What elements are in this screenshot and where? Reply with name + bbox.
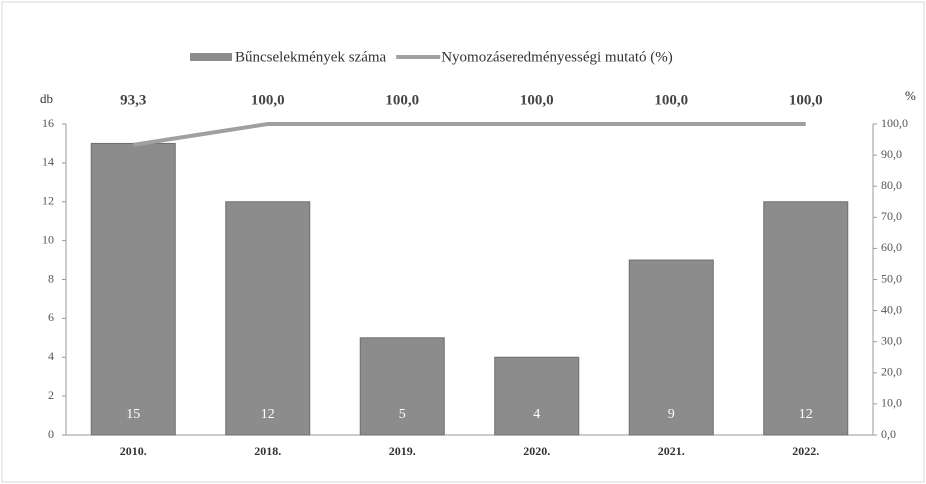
y-tick-label: 10 (42, 232, 54, 246)
x-tick-label: 2022. (792, 444, 819, 458)
bar (226, 202, 310, 435)
legend-label: Nyomozáseredményességi mutató (%) (441, 49, 673, 65)
line-value-label: 100,0 (385, 92, 419, 108)
y2-tick-label: 80,0 (881, 178, 902, 192)
y2-tick-label: 10,0 (881, 396, 902, 410)
x-tick-label: 2019. (389, 444, 416, 458)
y2-tick-label: 30,0 (881, 333, 902, 347)
bar (764, 202, 848, 435)
chart: db % 0 2 4 6 8 10 12 14 16 0,0 10,0 20,0 30,0 40,0 50,… (0, 0, 926, 484)
bar-value-label: 5 (399, 407, 406, 422)
y2-tick-label: 20,0 (881, 365, 902, 379)
y2-tick-label: 40,0 (881, 302, 902, 316)
bar (495, 357, 579, 435)
y2-tick-label: 90,0 (881, 147, 902, 161)
y2-tick-label: 60,0 (881, 240, 902, 254)
x-tick-label: 2021. (658, 444, 685, 458)
legend-swatch (190, 53, 232, 61)
y2-tick-label: 70,0 (881, 209, 902, 223)
y-tick-label: 16 (42, 116, 54, 130)
line-value-label: 100,0 (654, 92, 688, 108)
bar-value-label: 9 (668, 407, 675, 422)
x-tick-label: 2018. (254, 444, 281, 458)
y-axis-label: db (40, 91, 53, 106)
bar-value-label: 15 (126, 407, 140, 422)
y2-axis-label: % (905, 88, 916, 103)
legend-label: Bűncselekmények száma (235, 49, 387, 65)
x-tick-label: 2020. (523, 444, 550, 458)
y-tick-label: 2 (48, 388, 54, 402)
y-tick-label: 12 (42, 194, 54, 208)
y2-tick-label: 50,0 (881, 271, 902, 285)
line-value-label: 93,3 (120, 92, 146, 108)
x-tick-label: 2010. (120, 444, 147, 458)
bar-value-label: 12 (799, 407, 813, 422)
bar (91, 143, 175, 435)
bar-value-label: 12 (261, 407, 275, 422)
y2-tick-label: 0,0 (881, 427, 896, 441)
y-tick-label: 0 (48, 427, 54, 441)
y-tick-label: 8 (48, 271, 54, 285)
line-value-label: 100,0 (789, 92, 823, 108)
y2-tick-label: 100,0 (881, 116, 908, 130)
line-value-label: 100,0 (251, 92, 285, 108)
bar-value-label: 4 (533, 407, 540, 422)
y-tick-label: 4 (48, 349, 54, 363)
line-value-label: 100,0 (520, 92, 554, 108)
y-tick-label: 6 (48, 310, 54, 324)
y-tick-label: 14 (42, 155, 54, 169)
